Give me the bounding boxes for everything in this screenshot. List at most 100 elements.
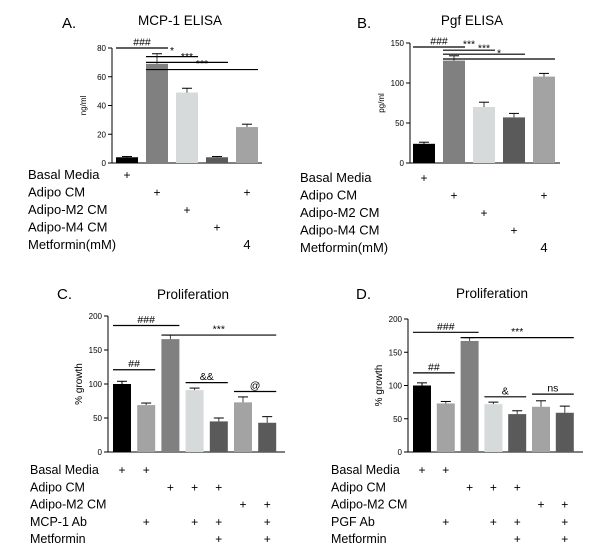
condition-mark: + <box>243 186 250 200</box>
condition-mark: + <box>213 221 220 235</box>
bar <box>116 157 138 163</box>
bar <box>161 339 180 452</box>
condition-mark: + <box>561 532 568 546</box>
condition-label: Basal Media <box>300 170 372 185</box>
condition-mark: + <box>143 515 150 529</box>
bar <box>413 385 431 452</box>
condition-label: Adipo CM <box>28 185 85 200</box>
bar <box>443 60 465 163</box>
significance-label: *** <box>196 58 208 70</box>
significance-label: ns <box>547 383 558 395</box>
y-tick-label: 0 <box>398 448 403 457</box>
bar <box>473 107 495 163</box>
condition-label: Adipo-M2 CM <box>28 202 107 217</box>
bar <box>137 405 156 452</box>
significance-label: & <box>502 385 509 397</box>
panel-letter: A. <box>62 15 76 32</box>
bar <box>533 76 555 163</box>
y-tick-label: 40 <box>97 102 106 111</box>
y-tick-label: 80 <box>97 44 106 53</box>
condition-label: Metformin(mM) <box>28 237 116 252</box>
condition-label: Metformin <box>331 532 387 546</box>
y-tick-label: 50 <box>395 119 404 128</box>
condition-mark: + <box>264 532 271 546</box>
condition-mark: + <box>118 463 125 477</box>
condition-mark: + <box>510 224 517 238</box>
condition-mark: 4 <box>243 237 250 252</box>
condition-mark: + <box>490 480 497 494</box>
y-axis-label: % growth <box>74 363 85 405</box>
y-tick-label: 200 <box>89 312 103 321</box>
condition-mark: + <box>183 203 190 217</box>
bar <box>508 414 527 452</box>
y-tick-label: 200 <box>389 315 403 324</box>
bar <box>503 117 525 163</box>
condition-mark: + <box>466 480 473 494</box>
condition-label: Adipo CM <box>300 188 357 203</box>
y-tick-label: 150 <box>389 348 403 357</box>
condition-label: Adipo-M2 CM <box>300 205 379 220</box>
condition-mark: + <box>418 463 425 477</box>
condition-mark: + <box>264 515 271 529</box>
condition-mark: + <box>537 498 544 512</box>
condition-label: Adipo-M4 CM <box>300 223 379 238</box>
condition-mark: + <box>514 480 521 494</box>
bar <box>146 63 168 163</box>
panel-letter: C. <box>57 286 72 303</box>
condition-mark: + <box>143 463 150 477</box>
bar <box>209 421 228 452</box>
y-tick-label: 0 <box>98 448 103 457</box>
y-tick-label: 50 <box>393 415 402 424</box>
y-tick-label: 100 <box>391 79 405 88</box>
significance-label: * <box>497 48 501 60</box>
condition-mark: 4 <box>540 240 547 255</box>
significance-label: @ <box>250 380 261 392</box>
condition-label: PGF Ab <box>331 515 375 529</box>
bar <box>555 412 574 452</box>
bar <box>236 127 258 163</box>
significance-label: && <box>200 371 214 383</box>
chart-title: Proliferation <box>456 286 528 301</box>
condition-label: Basal Media <box>28 167 100 182</box>
bar <box>113 384 131 452</box>
bar <box>484 404 503 452</box>
condition-label: Adipo-M4 CM <box>28 220 107 235</box>
condition-mark: + <box>490 515 497 529</box>
y-tick-label: 60 <box>97 73 106 82</box>
bar <box>532 406 550 452</box>
chart-title: Pgf ELISA <box>441 13 503 28</box>
condition-mark: + <box>239 498 246 512</box>
condition-label: Metformin <box>30 532 86 546</box>
bar <box>258 422 277 452</box>
condition-mark: + <box>442 463 449 477</box>
condition-mark: + <box>420 171 427 185</box>
condition-mark: + <box>167 480 174 494</box>
bar <box>206 157 228 163</box>
condition-label: Metformin(mM) <box>300 240 388 255</box>
significance-label: *** <box>463 39 475 51</box>
significance-label: ## <box>428 361 440 373</box>
significance-label: ### <box>137 314 155 326</box>
y-tick-label: 20 <box>97 130 106 139</box>
significance-label: ### <box>430 36 448 48</box>
chart-title: MCP-1 ELISA <box>138 13 222 28</box>
condition-mark: + <box>480 206 487 220</box>
bar <box>460 340 479 452</box>
y-tick-label: 100 <box>389 382 403 391</box>
y-tick-label: 150 <box>89 346 103 355</box>
condition-label: Adipo-M2 CM <box>331 498 407 512</box>
condition-mark: + <box>264 498 271 512</box>
condition-label: MCP-1 Ab <box>30 515 87 529</box>
bar <box>185 390 204 452</box>
panel-letter: B. <box>357 15 371 32</box>
condition-mark: + <box>191 480 198 494</box>
condition-mark: + <box>153 186 160 200</box>
condition-mark: + <box>215 480 222 494</box>
significance-label: *** <box>511 326 523 338</box>
significance-label: * <box>170 45 174 57</box>
chart-title: Proliferation <box>157 287 229 302</box>
condition-mark: + <box>123 168 130 182</box>
